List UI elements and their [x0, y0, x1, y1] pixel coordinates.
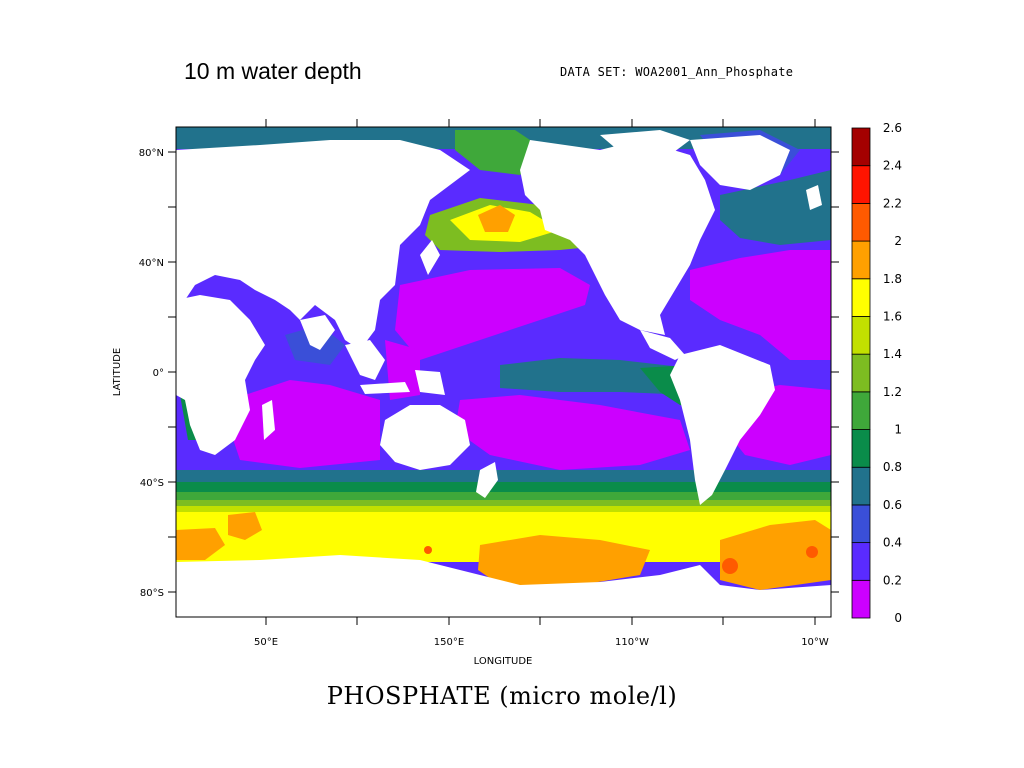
x-tick-label: 50°E — [254, 637, 278, 648]
colorbar-swatch — [851, 466, 871, 506]
x-axis-label: LONGITUDE — [474, 656, 533, 667]
southern-ocean-high-patch-3 — [478, 535, 650, 585]
y-tick-label: 40°S — [140, 478, 164, 489]
nutrient-bands — [176, 127, 831, 590]
land-british-isles — [806, 185, 822, 210]
southern-ocean-peak-1 — [722, 558, 738, 574]
land-australia — [380, 405, 470, 470]
colorbar-label: 2.4 — [883, 159, 902, 173]
colorbar-label: 2 — [894, 234, 902, 248]
colorbar-label: 2.2 — [883, 196, 902, 210]
y-tick-label: 0° — [153, 368, 164, 379]
land-antarctica — [176, 555, 831, 617]
colorbar-label: 1.6 — [883, 309, 902, 323]
y-axis-label: LATITUDE — [112, 348, 123, 396]
colorbar-swatch — [851, 278, 871, 317]
land-new-zealand — [476, 462, 498, 498]
x-tick-label: 110°W — [615, 637, 649, 648]
figure-caption: PHOSPHATE (micro mole/l) — [326, 682, 678, 710]
y-tick-label: 80°N — [139, 148, 164, 159]
land-europe-west — [176, 185, 215, 245]
band-southern-0-6 — [176, 470, 831, 484]
colorbar-label: 1.4 — [883, 347, 902, 361]
southern-ocean-peak-3 — [424, 546, 432, 554]
land-eurasia — [176, 140, 470, 350]
land-indonesia-1 — [360, 382, 410, 394]
colorbar-swatch — [851, 579, 871, 619]
colorbar-label: 0.6 — [883, 498, 902, 512]
band-southern-1-4 — [176, 506, 831, 514]
land-masses — [176, 130, 831, 617]
map-axes: 50°E 150°E 110°W 10°W 80°N 40°N 0° 40°S 80°S — [139, 119, 839, 648]
gyre-north-atlantic — [690, 250, 831, 360]
x-tick-label: 150°E — [434, 637, 464, 648]
band-southern-1-2 — [176, 500, 831, 508]
colorbar-swatch — [851, 127, 871, 167]
colorbar-swatch — [851, 429, 871, 468]
colorbar-label: 1.2 — [883, 385, 902, 399]
x-tick-label: 10°W — [801, 637, 829, 648]
land-south-america — [670, 345, 775, 505]
colorbar-label: 0.8 — [883, 460, 902, 474]
land-japan — [420, 240, 440, 275]
gyre-indian — [230, 380, 380, 468]
land-greenland — [690, 135, 790, 190]
southern-ocean-peak-2 — [806, 546, 818, 558]
band-southern-0-8 — [176, 482, 831, 494]
southern-ocean-high-patch-1 — [176, 528, 225, 560]
colorbar-swatch — [851, 542, 871, 581]
low-nutrient-gyres — [230, 250, 831, 470]
equatorial-pacific-0-6 — [500, 358, 690, 395]
southern-ocean-high-patch-4 — [720, 520, 831, 590]
land-indonesia-2 — [415, 370, 445, 395]
colorbar-swatch — [851, 202, 871, 242]
colorbar-label: 2.6 — [883, 121, 902, 135]
colorbar-label: 1 — [894, 423, 902, 437]
colorbar-label: 1.8 — [883, 272, 902, 286]
colorbar-label: 0.4 — [883, 536, 902, 550]
colorbar-swatch — [851, 165, 871, 204]
y-tick-label: 40°N — [139, 258, 164, 269]
colorbar-label: 0 — [894, 611, 902, 625]
land-africa — [176, 295, 265, 455]
gyre-south-pacific — [455, 395, 690, 470]
colorbar-swatch — [851, 316, 871, 355]
colorbar-swatch — [851, 240, 871, 280]
colorbar-swatch — [851, 391, 871, 430]
southern-ocean-high-patch-2 — [228, 512, 262, 540]
colorbar-swatch — [851, 353, 871, 393]
y-tick-label: 80°S — [140, 588, 164, 599]
colorbar: 0 0.2 0.4 0.6 0.8 1 1.2 1.4 1.6 1.8 2 2.2 2.4 2.6 — [851, 121, 902, 625]
gyre-north-pacific — [395, 268, 590, 360]
slide-title: 10 m water depth — [184, 58, 362, 84]
land-india — [300, 315, 335, 350]
land-arctic-archipelago — [600, 130, 690, 155]
colorbar-label: 0.2 — [883, 573, 902, 587]
land-central-america — [640, 330, 685, 360]
land-north-america — [520, 140, 715, 335]
north-atlantic-subpolar — [720, 170, 831, 245]
colorbar-swatch — [851, 504, 871, 544]
north-pacific-peak — [478, 205, 515, 232]
band-southern-1-0 — [176, 492, 831, 502]
land-southeast-asia — [345, 340, 385, 380]
land-madagascar — [262, 400, 275, 440]
map-plot-area — [176, 127, 831, 617]
dataset-label: DATA SET: WOA2001_Ann_Phosphate — [560, 65, 794, 79]
